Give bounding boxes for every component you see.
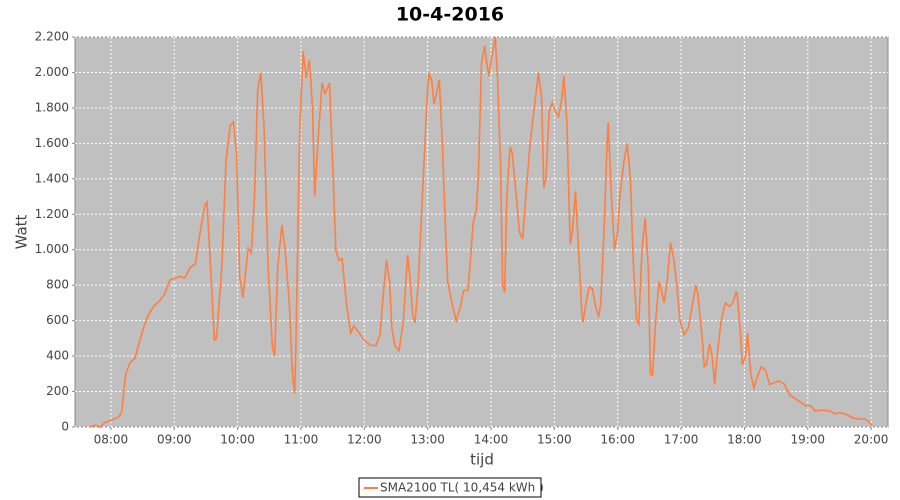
plot-area [74, 36, 889, 428]
y-tick-label: 0 [61, 420, 69, 434]
x-tick-label: 15:00 [537, 433, 572, 447]
y-axis-label: Watt [13, 214, 31, 249]
x-axis-label: tijd [470, 451, 494, 469]
y-tick-label: 200 [46, 384, 69, 398]
y-tick-label: 400 [46, 349, 69, 363]
x-tick-label: 08:00 [94, 433, 129, 447]
x-tick-label: 09:00 [157, 433, 192, 447]
x-tick-label: 10:00 [220, 433, 255, 447]
legend-box [358, 477, 542, 498]
y-tick-label: 1.600 [35, 136, 69, 150]
series-line [89, 36, 873, 428]
y-tick-label: 2.200 [35, 30, 69, 44]
x-tick-label: 12:00 [347, 433, 382, 447]
chart-title: 10-4-2016 [396, 4, 504, 26]
x-tick-label: 13:00 [410, 433, 445, 447]
x-tick-label: 16:00 [600, 433, 635, 447]
y-tick-label: 600 [46, 313, 69, 327]
y-tick-label: 800 [46, 278, 69, 292]
x-tick-label: 11:00 [284, 433, 319, 447]
y-tick-label: 1.200 [35, 207, 69, 221]
y-tick-label: 1.800 [35, 100, 69, 114]
x-tick-label: 18:00 [727, 433, 762, 447]
x-tick-label: 17:00 [664, 433, 699, 447]
y-tick-label: 2.000 [35, 65, 69, 79]
x-tick-label: 14:00 [474, 433, 509, 447]
x-tick-label: 19:00 [790, 433, 825, 447]
legend-label: SMA2100 TL( 10,454 kWh ) [380, 481, 544, 495]
y-tick-label: 1.000 [35, 242, 69, 256]
y-tick-label: 1.400 [35, 171, 69, 185]
x-tick-label: 20:00 [854, 433, 889, 447]
